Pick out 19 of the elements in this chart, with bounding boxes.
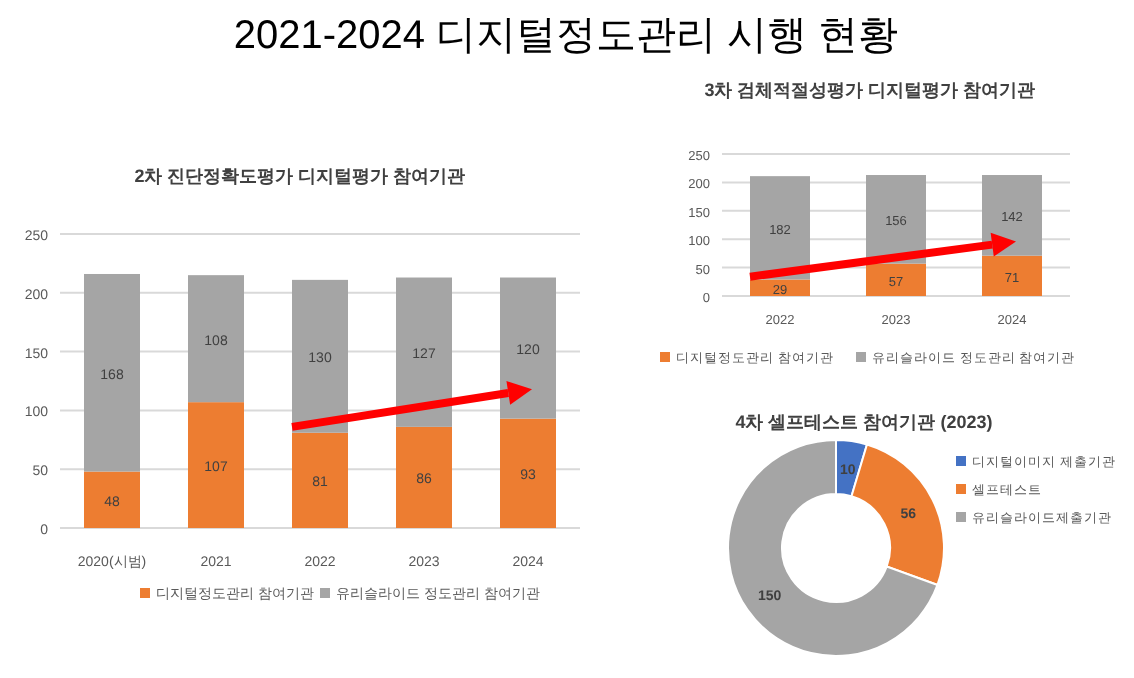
chart-title: 2차 진단정확도평가 디지털평가 참여기관 xyxy=(134,166,466,186)
bar xyxy=(500,277,556,419)
bar xyxy=(188,402,244,528)
donut-slice xyxy=(727,439,939,657)
bar xyxy=(396,277,452,427)
chart-title: 4차 셀프테스트 참여기관 (2023) xyxy=(735,412,993,432)
bar xyxy=(982,175,1042,256)
bar xyxy=(500,418,556,528)
bar xyxy=(84,273,140,472)
bar xyxy=(188,275,244,403)
text: 2021-2024 디지털정도관리 시행 현황 xyxy=(233,14,899,58)
bar xyxy=(750,176,810,280)
bar xyxy=(866,263,926,296)
chart-title: 3차 검체적절성평가 디지털평가 참여기관 xyxy=(704,80,1036,100)
bar xyxy=(292,432,348,528)
bar xyxy=(292,279,348,433)
bar xyxy=(396,426,452,528)
bar xyxy=(982,255,1042,296)
bar xyxy=(84,471,140,528)
